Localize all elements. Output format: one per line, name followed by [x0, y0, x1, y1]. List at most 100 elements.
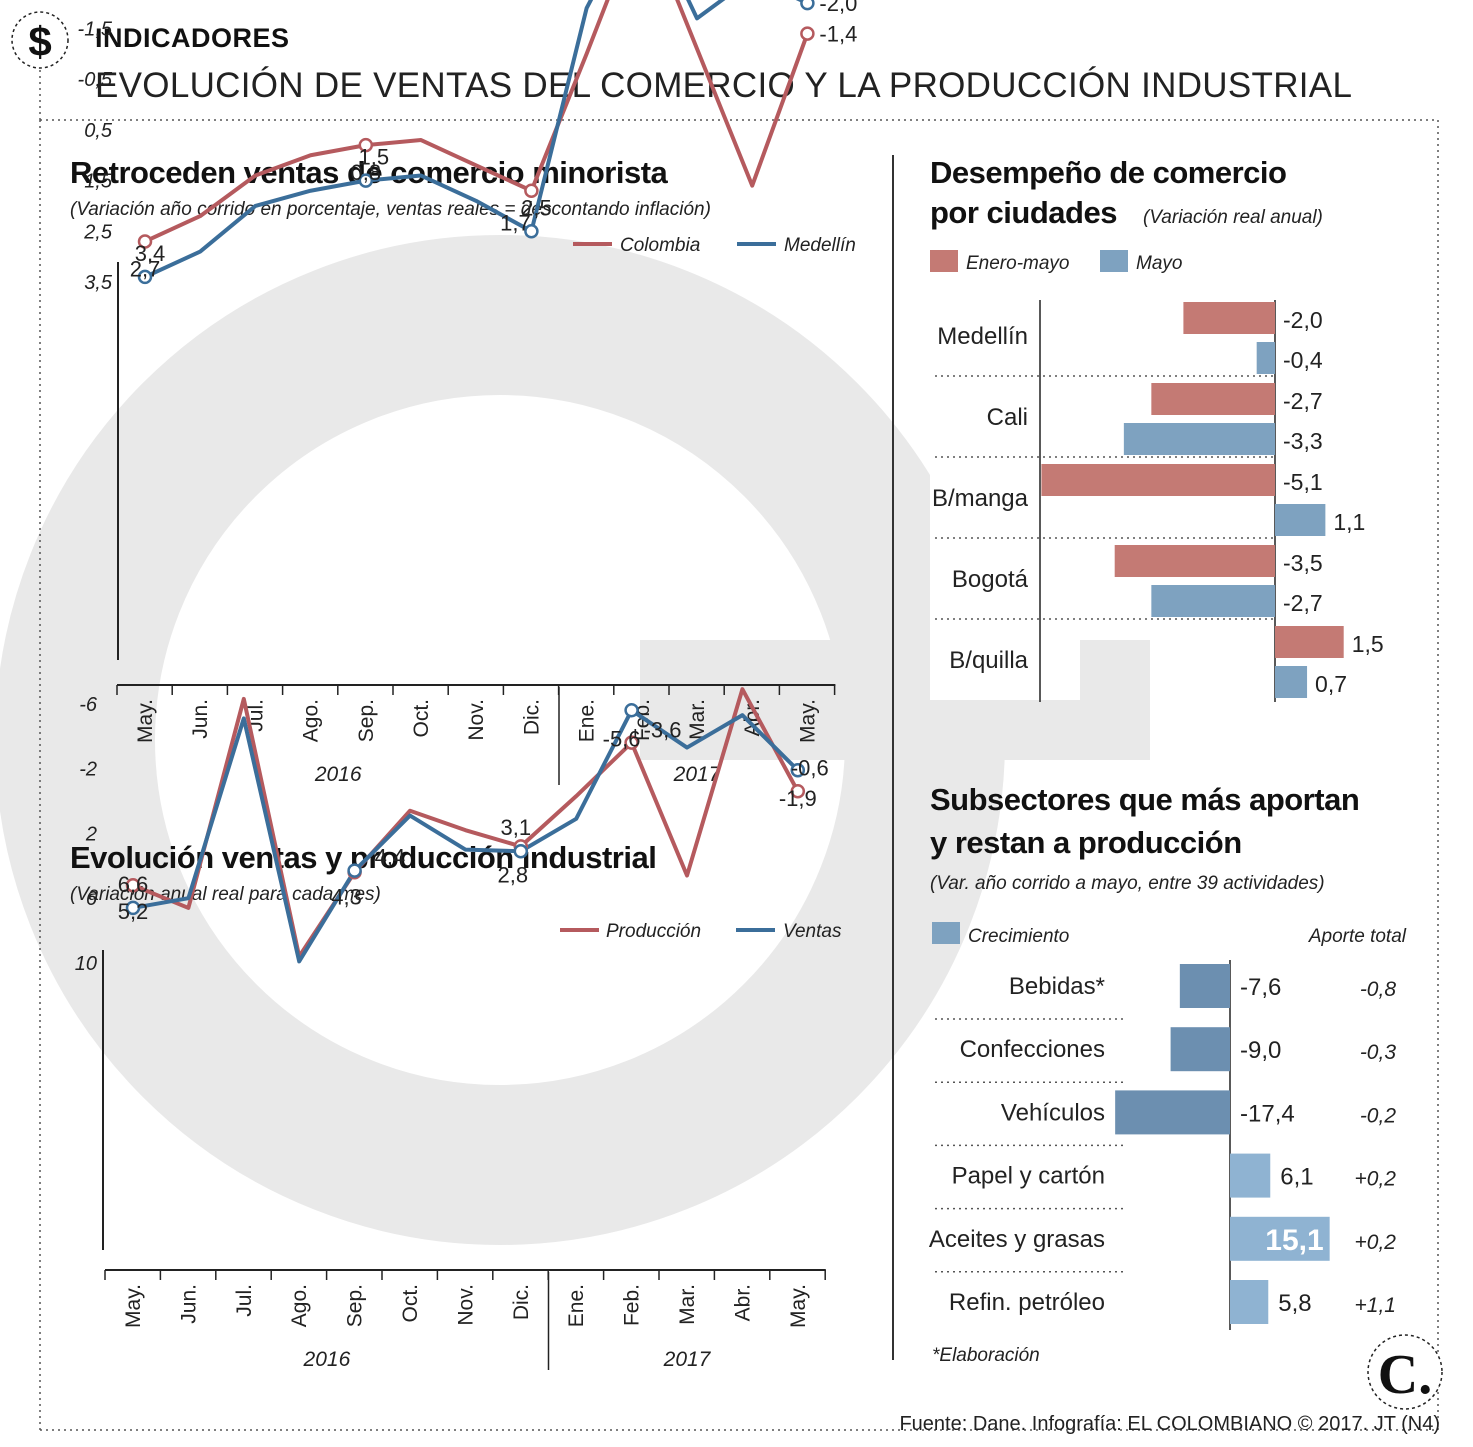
data-point — [624, 735, 639, 750]
data-point — [347, 863, 362, 878]
data-point — [125, 900, 141, 916]
dollar-icon — [11, 11, 69, 69]
industry-chart-title: Evolución ventas y producción industrial — [70, 840, 656, 875]
data-label: 3,4 — [135, 241, 166, 266]
bar-label: 15,1 — [1265, 1224, 1323, 1257]
bar-label: 6,1 — [1280, 1164, 1313, 1191]
cities-legend: Enero-mayo Mayo — [930, 250, 1182, 274]
data-point — [137, 269, 153, 285]
header: $ INDICADORES EVOLUCIÓN DE VENTAS DEL CO… — [11, 11, 1352, 105]
y-tick-label: 0,5 — [84, 120, 113, 142]
legend-mayo-swatch — [1100, 250, 1128, 272]
y-tick-label: 1,5 — [84, 171, 113, 193]
data-label: 4,3 — [331, 885, 362, 910]
legend-crecimiento-swatch — [932, 922, 960, 944]
y-tick-label: -6 — [79, 694, 98, 716]
data-point — [358, 173, 374, 188]
x-tick-label: Sep. — [344, 1284, 367, 1327]
y-tick-label: 10 — [75, 953, 97, 975]
x-tick-label: Abr. — [741, 699, 764, 736]
legend-colombia: Colombia — [620, 235, 700, 256]
category-label: B/quilla — [949, 647, 1028, 674]
subsectors-subtitle: (Var. año corrido a mayo, entre 39 activ… — [930, 873, 1325, 894]
x-tick-label: Jul. — [233, 1284, 256, 1317]
category-label: Vehículos — [1001, 1099, 1105, 1126]
year-label: 2016 — [314, 763, 362, 786]
category-label: Bebidas* — [1009, 973, 1105, 1000]
bar-label: -17,4 — [1240, 1100, 1295, 1127]
bar-label: -3,3 — [1283, 428, 1323, 454]
bar-label: -3,5 — [1283, 550, 1323, 576]
x-tick-label: Dic. — [510, 1284, 533, 1320]
data-point — [524, 183, 539, 198]
bar — [1123, 423, 1275, 455]
y-tick-label: 2,5 — [83, 221, 113, 243]
year-label: 2017 — [673, 763, 722, 786]
data-point — [137, 234, 153, 249]
retail-chart-subtitle: (Variación año corrido en porcentaje, ve… — [70, 199, 711, 220]
x-tick-label: Abr. — [731, 1284, 754, 1321]
x-tick-label: Oct. — [410, 699, 433, 738]
retail-chart: Retroceden ventas de comercio minorista … — [70, 0, 857, 786]
bar — [1041, 464, 1275, 496]
y-tick-label: -1,5 — [78, 19, 113, 41]
aporte-label: +0,2 — [1355, 1168, 1397, 1191]
x-tick-label: Nov. — [465, 699, 488, 741]
bar-label: 0,7 — [1315, 671, 1347, 697]
x-tick-label: Dic. — [520, 699, 543, 735]
industry-chart: Evolución ventas y producción industrial… — [70, 687, 842, 1371]
year-label: 2017 — [663, 1348, 712, 1371]
data-label: 2,7 — [130, 256, 161, 281]
data-label: 2,5 — [521, 195, 552, 220]
bar-label: -2,7 — [1283, 388, 1323, 414]
category-label: Medellín — [937, 323, 1028, 350]
data-point — [358, 137, 374, 153]
x-tick-label: Ene. — [565, 1284, 588, 1327]
legend-crecimiento: Crecimiento — [968, 926, 1069, 947]
bar-label: 1,1 — [1333, 509, 1365, 535]
logo-letter: C. — [1378, 1344, 1432, 1406]
data-point — [790, 784, 806, 799]
bar — [1275, 626, 1344, 658]
data-label: 5,2 — [118, 899, 149, 924]
bar — [1114, 545, 1275, 577]
bar — [1275, 504, 1326, 536]
x-tick-label: May. — [122, 1284, 145, 1328]
year-label: 2016 — [303, 1348, 351, 1371]
bar-label: -2,0 — [1283, 307, 1323, 333]
x-tick-label: Nov. — [454, 1284, 477, 1326]
y-tick-label: -0,5 — [78, 69, 113, 91]
legend-produccion: Producción — [606, 921, 701, 942]
x-tick-label: May. — [787, 1284, 810, 1328]
subsectors-title-line2: y restan a producción — [930, 825, 1242, 860]
y-tick-label: 6 — [86, 888, 98, 910]
bar — [1151, 585, 1275, 617]
subsectors-footnote: *Elaboración — [932, 1345, 1040, 1366]
data-label: 3,1 — [501, 815, 532, 840]
data-point — [125, 877, 141, 893]
category-label: B/manga — [932, 485, 1029, 512]
bar-label: -5,1 — [1283, 469, 1323, 495]
bar-label: -9,0 — [1240, 1037, 1281, 1064]
bar-label: -7,6 — [1240, 974, 1281, 1001]
bar-label: -0,4 — [1283, 347, 1323, 373]
el-colombiano-logo: C. — [1367, 1334, 1443, 1410]
data-label: 2,8 — [498, 862, 529, 887]
aporte-label: -0,3 — [1360, 1041, 1397, 1064]
bar — [1115, 1090, 1230, 1135]
data-point — [524, 224, 539, 239]
data-label: -2,0 — [819, 0, 857, 16]
legend-ventas: Ventas — [783, 921, 842, 942]
x-tick-label: Mar. — [686, 699, 709, 740]
x-tick-label: Jun. — [177, 1284, 200, 1324]
category-label: Bogotá — [952, 566, 1029, 593]
x-tick-label: Sep. — [355, 699, 378, 742]
data-label: -5,6 — [603, 726, 641, 751]
x-tick-label: Ene. — [576, 699, 599, 742]
data-point — [790, 762, 806, 778]
series-line-0 — [144, 0, 810, 244]
bar-label: 5,8 — [1278, 1290, 1311, 1317]
bar — [1183, 302, 1275, 334]
series-line-0 — [132, 687, 800, 959]
